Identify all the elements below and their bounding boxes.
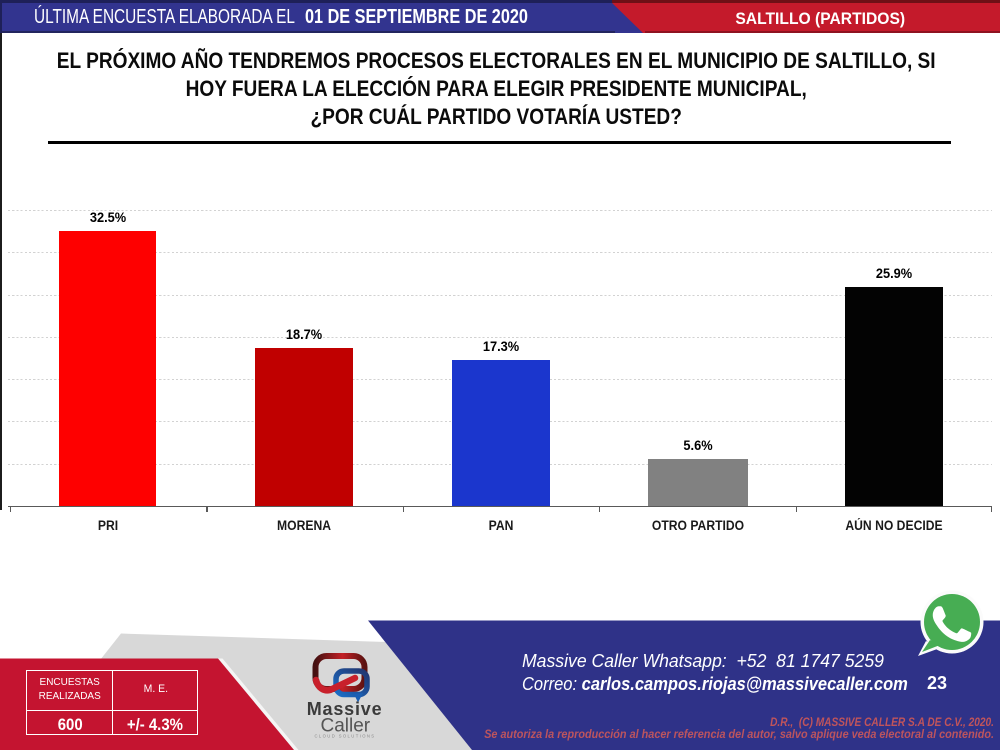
svg-text:Caller: Caller	[320, 716, 370, 737]
svg-text:Massive: Massive	[307, 699, 383, 719]
svg-text:CLOUD SOLUTIONS: CLOUD SOLUTIONS	[314, 734, 375, 739]
